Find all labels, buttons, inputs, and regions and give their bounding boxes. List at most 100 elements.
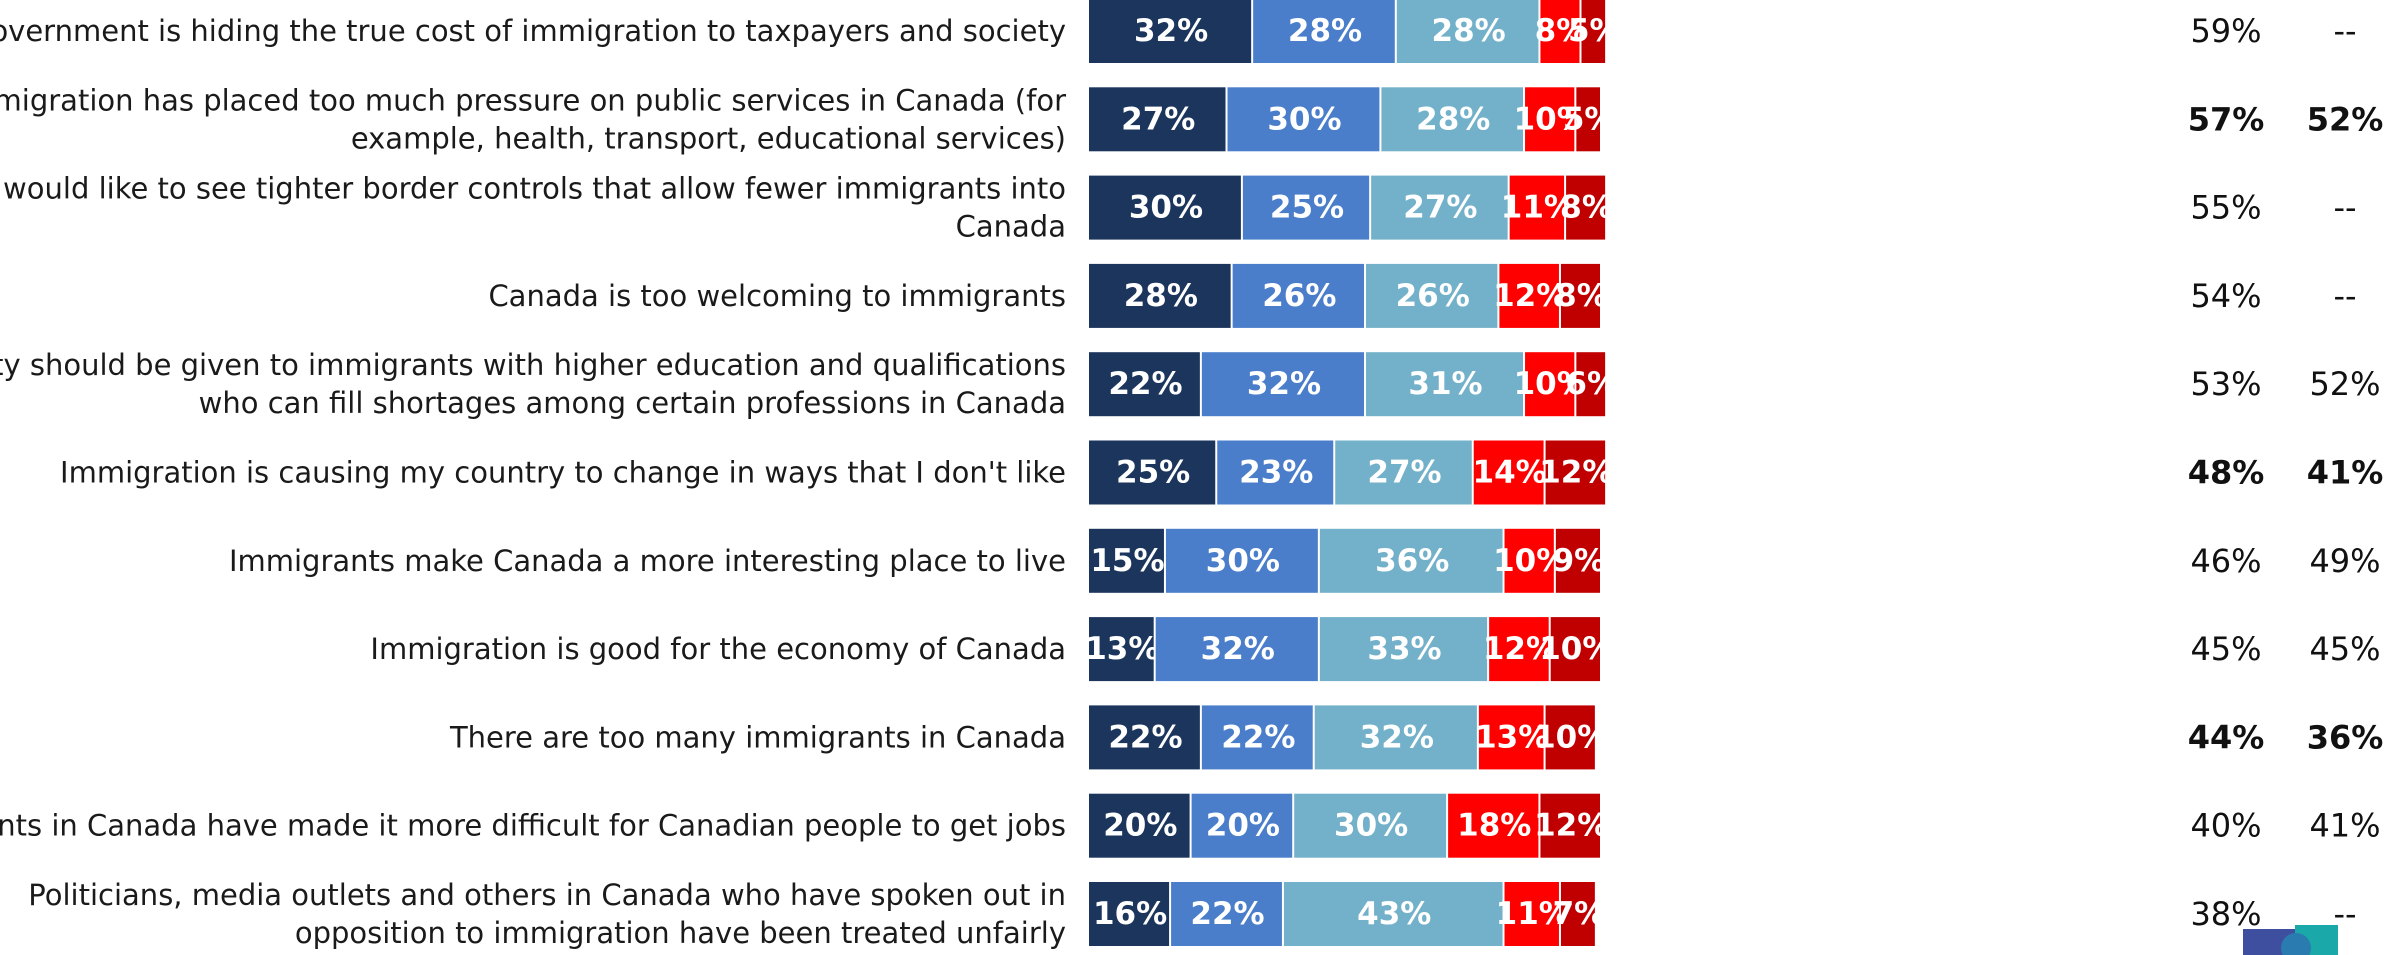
bar-segment: [1191, 793, 1293, 858]
data-label: 20%: [1103, 808, 1177, 844]
bar-segment: [1089, 882, 1170, 946]
bar-segment: [1089, 352, 1200, 417]
category-label: Priority should be given to immigrants w…: [0, 348, 1066, 382]
bar-segment: [1540, 0, 1580, 63]
data-label: 30%: [1206, 543, 1280, 579]
data-label: 33%: [1367, 631, 1441, 667]
bar-segment: [1525, 87, 1575, 152]
bar-segment: [1576, 87, 1600, 152]
bar-segment: [1499, 263, 1559, 328]
bar-segment: [1227, 87, 1380, 152]
bar-segment: [1232, 263, 1365, 328]
data-label: 16%: [1093, 896, 1167, 932]
bar-segment: [1560, 263, 1600, 328]
bar-segment: [1381, 87, 1524, 152]
data-label: 43%: [1357, 896, 1431, 932]
category-label: opposition to immigration have been trea…: [295, 916, 1066, 950]
data-label: 12%: [1534, 808, 1608, 844]
data-label: 30%: [1129, 190, 1203, 226]
bar-segment: [1560, 882, 1595, 946]
bar-segment: [1201, 705, 1313, 770]
column-2-value: --: [2333, 895, 2356, 933]
data-label: 12%: [1539, 455, 1613, 491]
bar-segment: [1089, 0, 1252, 63]
column-1-value: 40%: [2190, 807, 2261, 845]
bar-segment: [1396, 0, 1539, 63]
category-label: Immigration is good for the economy of C…: [370, 632, 1066, 666]
data-label: 6%: [1565, 366, 1618, 402]
column-1-value: 38%: [2190, 895, 2261, 933]
bar-segment: [1525, 352, 1575, 417]
bar-segment: [1171, 882, 1282, 946]
bar-segment: [1540, 793, 1600, 858]
chart-row: Immigrants make Canada a more interestin…: [229, 528, 2381, 593]
column-2-value: 36%: [2307, 718, 2384, 756]
bar-segment: [1319, 617, 1488, 682]
bar-segment: [1089, 528, 1164, 593]
column-2-value: 52%: [2309, 365, 2380, 403]
data-label: 25%: [1116, 455, 1190, 491]
category-label: Canada: [956, 210, 1066, 244]
bar-segment: [1448, 793, 1539, 858]
data-label: 11%: [1496, 896, 1570, 932]
data-label: 12%: [1493, 278, 1567, 314]
chart-row: Immigration is good for the economy of C…: [370, 617, 2381, 682]
data-label: 27%: [1367, 455, 1441, 491]
data-label: 31%: [1408, 366, 1482, 402]
data-label: 22%: [1190, 896, 1264, 932]
column-1-value: 48%: [2188, 454, 2265, 492]
data-label: 22%: [1108, 719, 1182, 755]
data-label: 10%: [1534, 719, 1608, 755]
data-label: 22%: [1221, 719, 1295, 755]
column-2-value: 45%: [2309, 630, 2380, 668]
column-1-value: 55%: [2190, 189, 2261, 227]
data-label: 32%: [1201, 631, 1275, 667]
data-label: 27%: [1403, 190, 1477, 226]
data-label: 22%: [1108, 366, 1182, 402]
bar-segment: [1371, 175, 1508, 240]
bar-segment: [1550, 617, 1600, 682]
chart-row: Immigration has placed too much pressure…: [0, 83, 2383, 155]
column-2-value: 52%: [2307, 100, 2384, 138]
data-label: 5%: [1568, 13, 1621, 49]
bar-segment: [1089, 175, 1241, 240]
chart-row: Immigrants in Canada have made it more d…: [0, 793, 2381, 858]
bar-segment: [1489, 617, 1549, 682]
bar-segment: [1089, 617, 1154, 682]
bar-segment: [1504, 882, 1559, 946]
category-label: Immigrants make Canada a more interestin…: [229, 544, 1066, 578]
bar-segment: [1089, 793, 1190, 858]
bar-segment: [1089, 705, 1200, 770]
data-label: 25%: [1270, 190, 1344, 226]
column-1-value: 46%: [2190, 542, 2261, 580]
data-label: 28%: [1416, 101, 1490, 137]
column-1-value: 57%: [2188, 100, 2265, 138]
bar-segment: [1283, 882, 1503, 946]
data-label: 32%: [1360, 719, 1434, 755]
data-label: 10%: [1539, 631, 1613, 667]
data-label: 13%: [1085, 631, 1159, 667]
data-label: 14%: [1473, 455, 1547, 491]
data-label: 12%: [1483, 631, 1557, 667]
data-label: 23%: [1239, 455, 1313, 491]
category-label: Immigration has placed too much pressure…: [0, 83, 1066, 117]
bar-segment: [1581, 0, 1606, 63]
bar-segment: [1504, 528, 1554, 593]
data-label: 28%: [1288, 13, 1362, 49]
category-label: The government is hiding the true cost o…: [0, 14, 1066, 48]
bar-segment: [1366, 352, 1524, 417]
bar-segment: [1294, 793, 1447, 858]
data-label: 8%: [1535, 13, 1588, 49]
chart-row: Immigration is causing my country to cha…: [60, 440, 2384, 505]
bar-segment: [1509, 175, 1565, 240]
bar-segment: [1566, 175, 1606, 240]
bar-segment: [1201, 352, 1365, 417]
bar-segment: [1319, 528, 1503, 593]
category-label: Immigrants in Canada have made it more d…: [0, 809, 1066, 843]
column-2-value: 41%: [2307, 454, 2384, 492]
bar-segment: [1555, 528, 1600, 593]
data-label: 10%: [1514, 101, 1588, 137]
data-label: 10%: [1514, 366, 1588, 402]
data-label: 32%: [1247, 366, 1321, 402]
